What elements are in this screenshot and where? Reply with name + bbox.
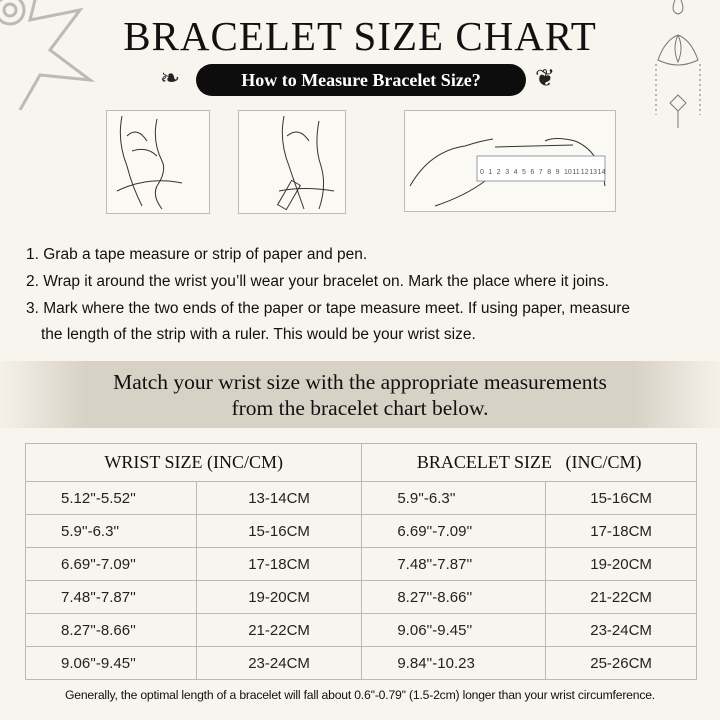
ruler-tick-label: 3 (505, 169, 509, 176)
bracelet-cm-cell: 25-26CM (545, 646, 697, 680)
bracelet-cm-cell: 19-20CM (545, 547, 697, 581)
bracelet-size-header: BRACELET SIZE (INC/CM) (361, 443, 697, 482)
table-row: 8.27''-8.66'' 21-22CM 9.06''-9.45'' 23-24CM (25, 613, 697, 647)
ruler-tick-label: 6 (530, 169, 534, 176)
wrist-inch-cell: 7.48''-7.87'' (25, 580, 197, 614)
wrist-size-header: WRIST SIZE (INC/CM) (24, 443, 363, 482)
bracelet-cm-cell: 15-16CM (545, 481, 697, 515)
ruler-tick-label: 12 (581, 169, 589, 176)
wrist-cm-cell: 17-18CM (195, 547, 363, 581)
illustration-mark-pen (238, 110, 346, 214)
table-row: 5.9''-6.3'' 15-16CM 6.69''-7.09'' 17-18CM (25, 514, 697, 548)
bracelet-cm-cell: 21-22CM (545, 580, 697, 614)
bracelet-inch-cell: 9.06''-9.45'' (361, 613, 547, 647)
ruler-tick-label: 8 (547, 169, 551, 176)
lotus-hanging-decoration (655, 0, 701, 128)
step-3: 3. Mark where the two ends of the paper … (26, 300, 630, 317)
ruler-tick-label: 7 (539, 169, 543, 176)
ruler-tick-label: 14 (598, 169, 606, 176)
wrist-inch-cell: 5.9''-6.3'' (25, 514, 197, 548)
banner-line-1: Match your wrist size with the appropria… (113, 370, 607, 394)
ruler-tick-label: 13 (589, 169, 597, 176)
ruler-tick-label: 1 (488, 169, 492, 176)
table-row: 9.06''-9.45'' 23-24CM 9.84''-10.23 25-26CM (25, 646, 697, 680)
ruler-tick-label: 9 (556, 169, 560, 176)
ruler-tick-label: 11 (572, 169, 579, 176)
ruler-tick-label: 4 (514, 169, 518, 176)
step-2: 2. Wrap it around the wrist you’ll wear … (26, 273, 609, 290)
wrist-cm-cell: 23-24CM (195, 646, 363, 680)
wrist-cm-cell: 19-20CM (195, 580, 363, 614)
size-table: WRIST SIZE (INC/CM) BRACELET SIZE (INC/C… (24, 443, 697, 680)
subtitle-pill: How to Measure Bracelet Size? (196, 64, 526, 96)
table-row: 5.12''-5.52'' 13-14CM 5.9''-6.3'' 15-16CM (25, 481, 697, 515)
mandala-decoration (0, 0, 96, 110)
wrist-inch-cell: 5.12''-5.52'' (25, 481, 197, 515)
bracelet-inch-cell: 6.69''-7.09'' (361, 514, 547, 548)
page-title: BRACELET SIZE CHART (123, 13, 597, 59)
banner-line-2: from the bracelet chart below. (231, 396, 489, 420)
bracelet-inch-cell: 8.27''-8.66'' (361, 580, 547, 614)
wrist-inch-cell: 9.06''-9.45'' (25, 646, 197, 680)
table-row: 7.48''-7.87'' 19-20CM 8.27''-8.66'' 21-22CM (25, 580, 697, 614)
bracelet-inch-cell: 9.84''-10.23 (361, 646, 547, 680)
wrist-cm-cell: 15-16CM (195, 514, 363, 548)
illustration-ruler: 0 1 2 3 4 5 6 7 8 9 10 11 12 13 14 (404, 110, 616, 212)
ruler-tick-label: 10 (564, 169, 572, 176)
table-row: 6.69''-7.09'' 17-18CM 7.48''-7.87'' 19-20CM (25, 547, 697, 581)
ruler-tick-label: 5 (522, 169, 526, 176)
wrist-cm-cell: 13-14CM (195, 481, 363, 515)
ruler-tick-label: 2 (497, 169, 501, 176)
bracelet-inch-cell: 5.9''-6.3'' (361, 481, 547, 515)
swirl-right-icon: ❦ (535, 64, 556, 92)
bracelet-cm-cell: 17-18CM (545, 514, 697, 548)
step-1: 1. Grab a tape measure or strip of paper… (26, 246, 368, 263)
wrist-cm-cell: 21-22CM (195, 613, 363, 647)
instruction-banner: Match your wrist size with the appropria… (0, 361, 720, 428)
illustration-wrap-tape (106, 110, 210, 214)
swirl-left-icon: ❧ (160, 64, 181, 92)
wrist-inch-cell: 6.69''-7.09'' (25, 547, 197, 581)
bracelet-cm-cell: 23-24CM (545, 613, 697, 647)
ruler-tick-label: 0 (480, 169, 484, 176)
wrist-inch-cell: 8.27''-8.66'' (25, 613, 197, 647)
table-header-row: WRIST SIZE (INC/CM) BRACELET SIZE (INC/C… (24, 443, 697, 482)
bracelet-inch-cell: 7.48''-7.87'' (361, 547, 547, 581)
step-3-continued: the length of the strip with a ruler. Th… (41, 326, 476, 343)
footer-note: Generally, the optimal length of a brace… (64, 688, 655, 702)
